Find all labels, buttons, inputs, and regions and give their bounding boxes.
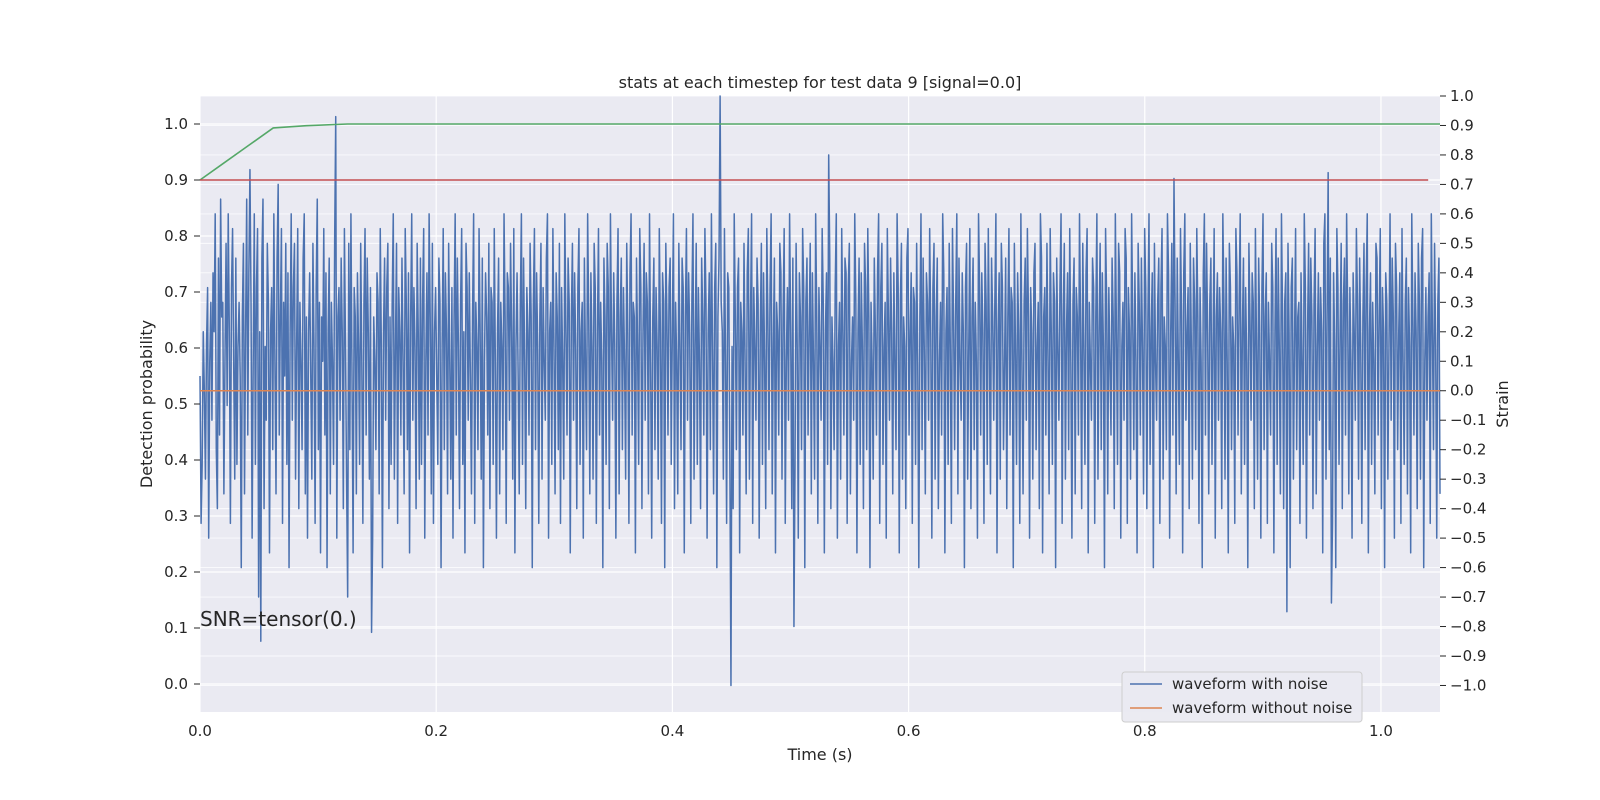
y2-tick-label-12: 0.2 — [1450, 323, 1474, 341]
y2-tick-label-3: −0.7 — [1450, 588, 1486, 606]
x-ticks: 0.0 0.2 0.4 0.6 0.8 1.0 — [188, 722, 1393, 740]
y2-tick-label-11: 0.1 — [1450, 352, 1474, 370]
legend-label-noise: waveform with noise — [1172, 675, 1328, 693]
y2-tick-label-6: −0.4 — [1450, 500, 1486, 518]
y2-tick-label-9: −0.1 — [1450, 411, 1486, 429]
y2-ticks: −1.0 −0.9 −0.8 −0.7 −0.6 −0.5 −0.4 −0.3 −0.2 −0.1… — [1440, 87, 1486, 694]
x-axis-label: Time (s) — [786, 745, 852, 764]
series-layer — [199, 95, 1441, 687]
y2-tick-label-18: 0.8 — [1450, 146, 1474, 164]
snr-annotation: SNR=tensor(0.) — [200, 607, 357, 631]
y2-tick-label-20: 1.0 — [1450, 87, 1474, 105]
x-tick-label-3: 0.6 — [897, 722, 921, 740]
y2-tick-label-4: −0.6 — [1450, 559, 1486, 577]
y2-tick-label-17: 0.7 — [1450, 175, 1474, 193]
legend-box — [1121, 671, 1363, 723]
x-tick-label-0: 0.0 — [188, 722, 212, 740]
x-tick-label-2: 0.4 — [660, 722, 684, 740]
y2-tick-label-15: 0.5 — [1450, 234, 1474, 252]
y-tick-label-9: 0.9 — [164, 171, 188, 189]
legend: waveform with noise waveform without noi… — [1121, 671, 1363, 723]
series-line-detection-probability — [199, 123, 1440, 181]
y2-tick-label-0: −1.0 — [1450, 676, 1486, 694]
x-tick-label-1: 0.2 — [424, 722, 448, 740]
y-tick-label-5: 0.5 — [164, 395, 188, 413]
y2-tick-label-14: 0.4 — [1450, 264, 1474, 282]
y-tick-label-3: 0.3 — [164, 507, 188, 525]
y2-tick-label-10: 0.0 — [1450, 382, 1474, 400]
y2-tick-label-16: 0.6 — [1450, 205, 1474, 223]
y-ticks: 0.0 0.1 0.2 0.3 0.4 0.5 0.6 0.7 0.8 0.9 1.0 — [164, 115, 200, 693]
y2-tick-label-13: 0.3 — [1450, 293, 1474, 311]
y2-tick-label-8: −0.2 — [1450, 441, 1486, 459]
y2-axis-label: Strain — [1493, 380, 1512, 427]
chart-title: stats at each timestep for test data 9 [… — [619, 73, 1022, 92]
y2-tick-label-19: 0.9 — [1450, 116, 1474, 134]
y-tick-label-4: 0.4 — [164, 451, 188, 469]
y-tick-label-7: 0.7 — [164, 283, 188, 301]
grid — [199, 95, 1440, 712]
y-axis-label: Detection probability — [137, 320, 156, 488]
y-tick-label-1: 0.1 — [164, 619, 188, 637]
x-tick-label-5: 1.0 — [1369, 722, 1393, 740]
y-tick-label-8: 0.8 — [164, 227, 188, 245]
y2-tick-label-5: −0.5 — [1450, 529, 1486, 547]
legend-label-clean: waveform without noise — [1172, 699, 1352, 717]
x-tick-label-4: 0.8 — [1133, 722, 1157, 740]
y-tick-label-2: 0.2 — [164, 563, 188, 581]
y-tick-label-10: 1.0 — [164, 115, 188, 133]
y2-tick-label-2: −0.8 — [1450, 618, 1486, 636]
series-line-waveform-with-noise — [199, 95, 1441, 687]
y2-tick-label-7: −0.3 — [1450, 470, 1486, 488]
y-tick-label-0: 0.0 — [164, 675, 188, 693]
y2-tick-label-1: −0.9 — [1450, 647, 1486, 665]
y-tick-label-6: 0.6 — [164, 339, 188, 357]
